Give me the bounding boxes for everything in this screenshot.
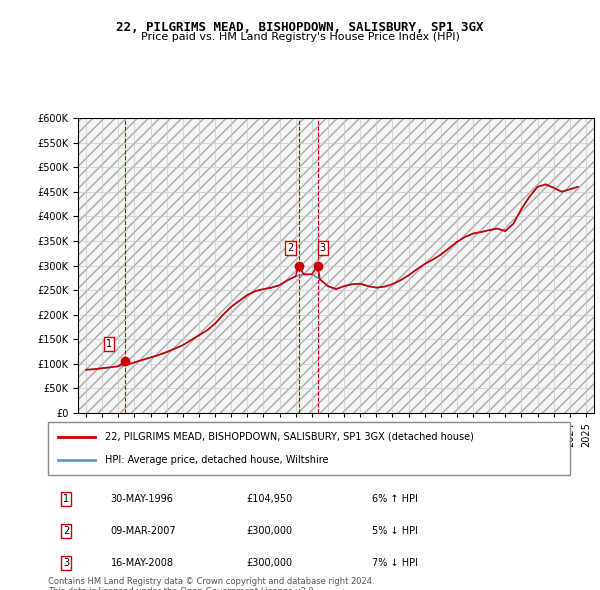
Text: 09-MAR-2007: 09-MAR-2007 — [110, 526, 176, 536]
Text: 7% ↓ HPI: 7% ↓ HPI — [371, 558, 418, 568]
Text: 16-MAY-2008: 16-MAY-2008 — [110, 558, 173, 568]
FancyBboxPatch shape — [48, 422, 570, 475]
Text: 1: 1 — [106, 339, 112, 349]
Text: HPI: Average price, detached house, Wiltshire: HPI: Average price, detached house, Wilt… — [106, 455, 329, 465]
Text: 2: 2 — [287, 243, 293, 253]
Text: 6% ↑ HPI: 6% ↑ HPI — [371, 494, 418, 504]
Text: 1: 1 — [63, 494, 70, 504]
Text: £104,950: £104,950 — [247, 494, 293, 504]
Text: 22, PILGRIMS MEAD, BISHOPDOWN, SALISBURY, SP1 3GX (detached house): 22, PILGRIMS MEAD, BISHOPDOWN, SALISBURY… — [106, 432, 474, 442]
Text: 3: 3 — [63, 558, 70, 568]
Text: Contains HM Land Registry data © Crown copyright and database right 2024.
This d: Contains HM Land Registry data © Crown c… — [48, 577, 374, 590]
Text: 5% ↓ HPI: 5% ↓ HPI — [371, 526, 418, 536]
Text: 22, PILGRIMS MEAD, BISHOPDOWN, SALISBURY, SP1 3GX: 22, PILGRIMS MEAD, BISHOPDOWN, SALISBURY… — [116, 21, 484, 34]
Text: 30-MAY-1996: 30-MAY-1996 — [110, 494, 173, 504]
Text: £300,000: £300,000 — [247, 526, 292, 536]
Text: 3: 3 — [320, 243, 326, 253]
Text: £300,000: £300,000 — [247, 558, 292, 568]
Text: 2: 2 — [63, 526, 70, 536]
Text: Price paid vs. HM Land Registry's House Price Index (HPI): Price paid vs. HM Land Registry's House … — [140, 32, 460, 42]
